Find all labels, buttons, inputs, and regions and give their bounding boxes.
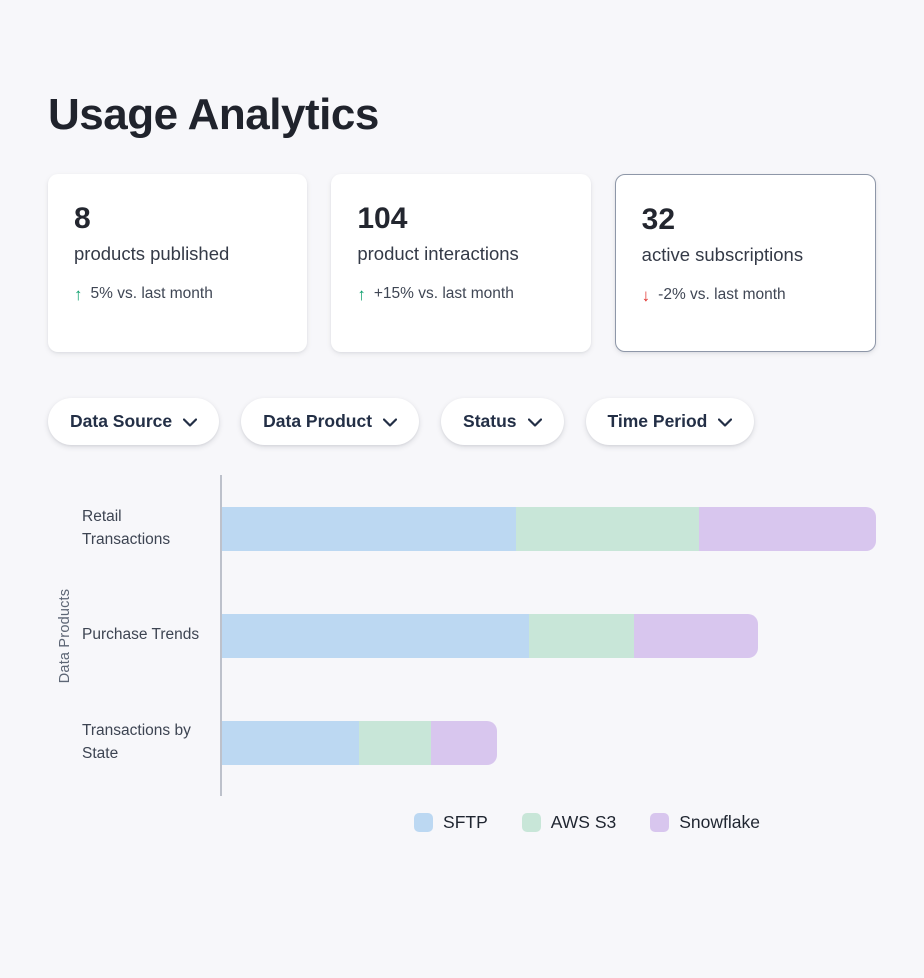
bar-segment-snowflake[interactable]: [699, 506, 876, 551]
stacked-bar: [222, 613, 876, 658]
stat-card-active-subscriptions[interactable]: 32 active subscriptions ↓ -2% vs. last m…: [614, 174, 876, 352]
category-label: Transactions by State: [82, 722, 191, 762]
legend-swatch: [521, 813, 541, 832]
legend-label: SFTP: [443, 812, 488, 832]
trend-up-icon: ↑: [357, 284, 366, 304]
chevron-down-icon: [183, 418, 198, 427]
filter-status[interactable]: Status: [441, 398, 564, 445]
bar-segment-aws-s3[interactable]: [359, 720, 432, 765]
chevron-down-icon: [718, 418, 733, 427]
stat-label: active subscriptions: [641, 244, 804, 265]
stat-cards: 8 products published ↑ 5% vs. last month…: [48, 174, 876, 352]
legend-swatch: [650, 813, 670, 832]
usage-analytics-page: Usage Analytics 8 products published ↑ 5…: [0, 90, 924, 833]
stat-card-products-published[interactable]: 8 products published ↑ 5% vs. last month: [48, 174, 308, 352]
bar-segment-aws-s3[interactable]: [529, 613, 634, 658]
filter-label: Data Source: [70, 411, 173, 431]
chart-row: Transactions by State: [82, 689, 876, 796]
stat-value: 32: [641, 203, 676, 236]
page-title: Usage Analytics: [48, 90, 379, 139]
stacked-bar: [222, 506, 876, 551]
y-axis-title: Data Products: [48, 475, 82, 796]
delta-text: 5% vs. last month: [90, 285, 213, 302]
delta-text: +15% vs. last month: [373, 285, 514, 302]
trend-up-icon: ↑: [74, 284, 83, 304]
chart-row: Purchase Trends: [82, 582, 876, 689]
bar-segment-snowflake[interactable]: [431, 720, 497, 765]
chart-legend: SFTP AWS S3 Snowflake: [298, 812, 876, 833]
stat-value: 8: [74, 202, 91, 235]
category-label: Retail Transactions: [82, 508, 171, 548]
chevron-down-icon: [383, 418, 398, 427]
filter-label: Status: [463, 411, 517, 431]
legend-label: AWS S3: [550, 812, 617, 832]
stat-delta: ↑ +15% vs. last month: [357, 285, 564, 303]
legend-item-sftp[interactable]: SFTP: [414, 812, 488, 833]
usage-chart: Data Products Retail Transactions Purchas…: [48, 475, 876, 796]
bar-track: [220, 582, 876, 689]
legend-swatch: [414, 813, 434, 832]
filter-bar: Data Source Data Product Status Time Per…: [48, 398, 876, 445]
bar-segment-sftp[interactable]: [222, 720, 360, 765]
category-label: Purchase Trends: [82, 626, 200, 644]
delta-text: -2% vs. last month: [658, 286, 786, 303]
chevron-down-icon: [527, 418, 542, 427]
stat-delta: ↑ 5% vs. last month: [74, 285, 281, 303]
bar-segment-sftp[interactable]: [222, 613, 530, 658]
stat-label: products published: [74, 243, 230, 264]
bar-segment-sftp[interactable]: [222, 506, 517, 551]
bar-segment-snowflake[interactable]: [634, 613, 759, 658]
bar-track: [220, 689, 876, 796]
bar-segment-aws-s3[interactable]: [516, 506, 700, 551]
stat-value: 104: [357, 202, 408, 235]
chart-rows: Retail Transactions Purchase Trends Transa…: [82, 475, 876, 796]
stat-delta: ↓ -2% vs. last month: [642, 286, 849, 304]
stat-label: product interactions: [357, 243, 519, 264]
trend-down-icon: ↓: [641, 285, 651, 305]
filter-data-source[interactable]: Data Source: [48, 398, 220, 445]
legend-label: Snowflake: [679, 812, 760, 832]
filter-time-period[interactable]: Time Period: [585, 398, 755, 445]
y-axis-title-text: Data Products: [57, 588, 73, 683]
bar-track: [220, 475, 876, 582]
stacked-bar: [222, 720, 876, 765]
legend-item-aws-s3[interactable]: AWS S3: [521, 812, 617, 833]
filter-label: Data Product: [263, 411, 373, 431]
filter-data-product[interactable]: Data Product: [241, 398, 420, 445]
stat-card-product-interactions[interactable]: 104 product interactions ↑ +15% vs. last…: [331, 174, 591, 352]
legend-item-snowflake[interactable]: Snowflake: [650, 812, 760, 833]
chart-row: Retail Transactions: [82, 475, 876, 582]
filter-label: Time Period: [607, 411, 708, 431]
